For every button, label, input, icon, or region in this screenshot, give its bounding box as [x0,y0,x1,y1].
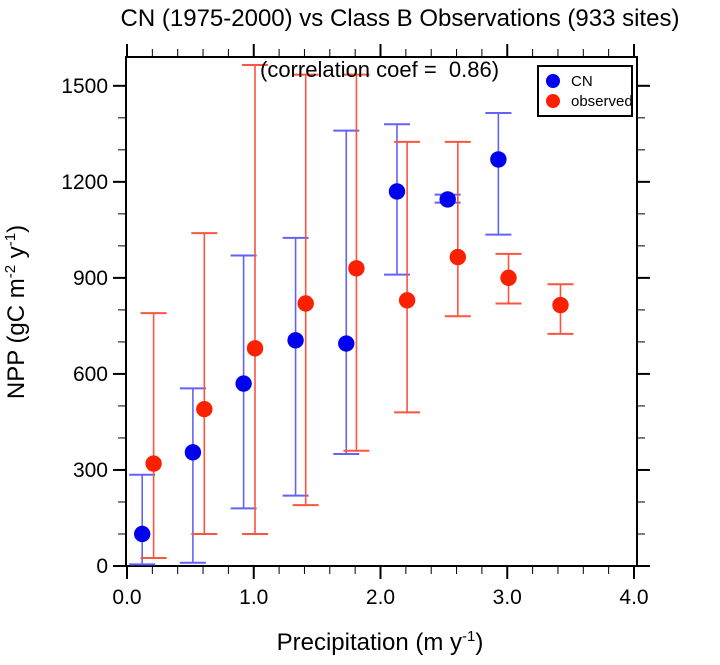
legend-item-cn: CN [546,71,629,91]
data-point-observed [246,340,264,357]
data-point-CN [439,191,456,208]
x-tick-label: 2.0 [366,586,395,609]
data-point-CN [338,335,355,352]
y-tick-label: 0 [96,555,108,578]
x-tick-label: 1.0 [239,586,268,609]
data-point-observed [145,455,162,472]
legend-item-observed: observed [546,91,633,111]
data-point-observed [449,248,467,266]
y-tick-label: 300 [73,459,108,482]
data-point-observed [297,295,314,312]
data-point-observed [500,269,517,287]
legend: CN observed [537,65,633,117]
data-point-observed [552,296,569,314]
data-point-CN [184,444,202,461]
observed-marker-swatch [546,94,560,108]
data-point-observed [398,292,416,309]
data-point-observed [348,260,365,277]
data-point-CN [287,332,304,349]
legend-label-cn: CN [571,72,593,90]
data-point-CN [490,151,507,168]
data-point-CN [388,183,406,200]
data-point-CN [134,525,151,543]
data-point-CN [235,375,252,392]
y-tick-label: 1500 [61,75,108,98]
data-point-observed [196,400,213,418]
cn-marker-swatch [546,74,560,88]
correlation-annotation: (correlation coef = 0.86) [260,57,500,82]
legend-label-observed: observed [571,92,633,110]
x-tick-label: 4.0 [619,586,648,609]
y-tick-label: 900 [73,267,108,290]
x-tick-label: 0.0 [112,586,141,609]
x-axis-title: Precipitation (m y-1) [277,628,484,656]
y-axis-title: NPP (gC m-2 y-1) [2,225,30,399]
plot-area: 0.0 1.0 2.0 3.0 4.0 0 300 600 900 1200 1500 [61,44,650,609]
x-tick-label: 3.0 [493,586,522,609]
y-tick-label: 600 [73,363,108,386]
chart-title: CN (1975-2000) vs Class B Observations (… [120,5,680,32]
y-tick-label: 1200 [61,171,108,194]
